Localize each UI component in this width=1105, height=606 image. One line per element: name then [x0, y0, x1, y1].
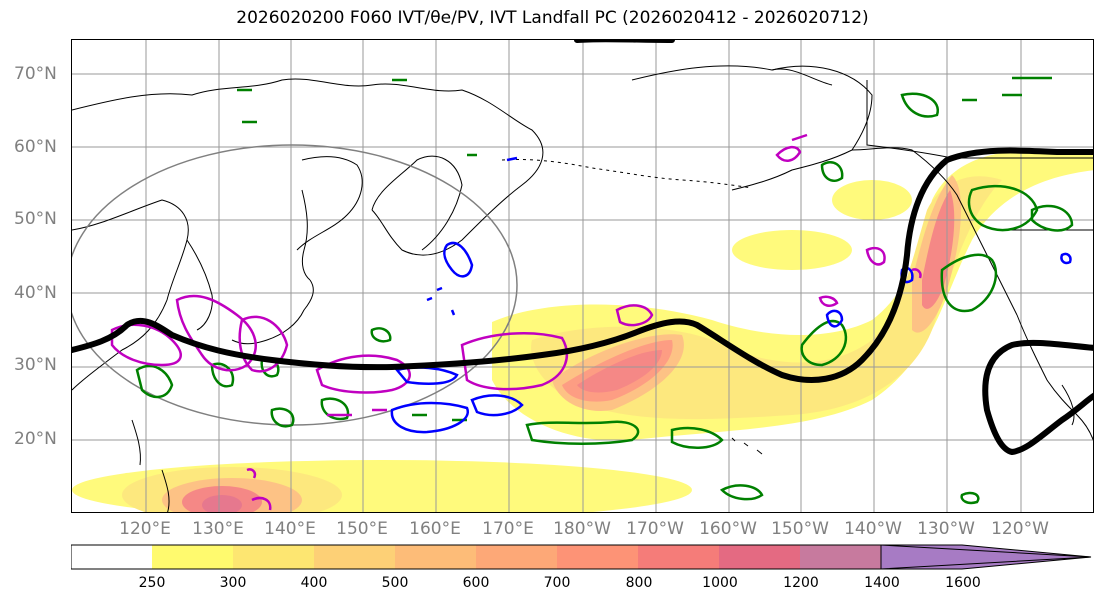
- lon-label-140e: 140°E: [264, 519, 316, 539]
- colorbar-tick: 400: [300, 575, 328, 591]
- colorbar-tick: 1600: [945, 575, 981, 591]
- lon-label-150w: 150°W: [771, 519, 829, 539]
- lon-label-120e: 120°E: [119, 519, 171, 539]
- jet-line: [72, 40, 1093, 456]
- lon-label-180w: 180°W: [553, 519, 611, 539]
- map-canvas: [72, 40, 1093, 512]
- colorbar-tick: 300: [219, 575, 247, 591]
- lat-label-40: 40°N: [14, 283, 57, 303]
- colorbar-tick: 800: [625, 575, 653, 591]
- lat-label-70: 70°N: [14, 64, 57, 84]
- colorbar-tick: 1400: [864, 575, 900, 591]
- colorbar-segment: [314, 545, 395, 569]
- colorbar-outline: [71, 544, 1092, 570]
- colorbar-segment: [476, 545, 557, 569]
- colorbar-segment: [880, 544, 1092, 570]
- colorbar-segment: [638, 545, 719, 569]
- colorbar-segment: [233, 545, 314, 569]
- colorbar-tick: 1200: [783, 575, 819, 591]
- lon-label-130e: 130°E: [192, 519, 244, 539]
- colorbar: [71, 544, 1092, 570]
- colorbar-segment: [152, 545, 233, 569]
- colorbar-segment: [395, 545, 476, 569]
- analysis-circle: [72, 144, 518, 426]
- lon-label-170w: 170°W: [626, 519, 684, 539]
- colorbar-tick: 600: [462, 575, 490, 591]
- pv-contours: [110, 133, 922, 511]
- lon-label-160e: 160°E: [409, 519, 461, 539]
- lat-label-50: 50°N: [14, 209, 57, 229]
- lat-label-20: 20°N: [14, 429, 57, 449]
- lon-label-170e: 170°E: [482, 519, 534, 539]
- lon-label-160w: 160°W: [699, 519, 757, 539]
- lat-label-60: 60°N: [14, 137, 57, 157]
- lon-label-130w: 130°W: [917, 519, 975, 539]
- colorbar-segment: [719, 545, 800, 569]
- map-title: 2026020200 F060 IVT/θe/PV, IVT Landfall …: [236, 8, 869, 28]
- map-panel[interactable]: [71, 39, 1094, 513]
- lat-label-30: 30°N: [14, 355, 57, 375]
- colorbar-tick: 500: [381, 575, 409, 591]
- gridlines: [72, 40, 1093, 512]
- colorbar-segment: [557, 545, 638, 569]
- colorbar-tick: 250: [138, 575, 166, 591]
- lon-label-120w: 120°W: [991, 519, 1049, 539]
- lon-label-140w: 140°W: [844, 519, 902, 539]
- colorbar-tick: 700: [543, 575, 571, 591]
- colorbar-segment: [71, 545, 152, 569]
- colorbar-segment: [800, 545, 881, 569]
- theta-e-contours: [135, 76, 1074, 505]
- colorbar-tick: 1000: [702, 575, 738, 591]
- lon-label-150e: 150°E: [336, 519, 388, 539]
